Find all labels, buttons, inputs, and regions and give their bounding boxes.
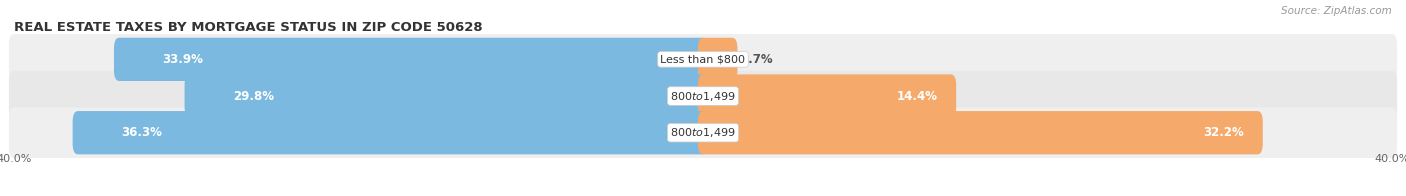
Text: 1.7%: 1.7% xyxy=(741,53,773,66)
Text: 29.8%: 29.8% xyxy=(233,90,274,103)
FancyBboxPatch shape xyxy=(73,111,709,154)
FancyBboxPatch shape xyxy=(8,107,1398,158)
Text: $800 to $1,499: $800 to $1,499 xyxy=(671,90,735,103)
FancyBboxPatch shape xyxy=(697,111,1263,154)
Text: 33.9%: 33.9% xyxy=(162,53,202,66)
Text: 36.3%: 36.3% xyxy=(121,126,162,139)
Text: Less than $800: Less than $800 xyxy=(661,54,745,64)
Text: Source: ZipAtlas.com: Source: ZipAtlas.com xyxy=(1281,6,1392,16)
Text: 32.2%: 32.2% xyxy=(1204,126,1244,139)
Text: $800 to $1,499: $800 to $1,499 xyxy=(671,126,735,139)
FancyBboxPatch shape xyxy=(697,74,956,118)
FancyBboxPatch shape xyxy=(8,34,1398,85)
FancyBboxPatch shape xyxy=(114,38,709,81)
Text: 14.4%: 14.4% xyxy=(896,90,938,103)
FancyBboxPatch shape xyxy=(8,71,1398,121)
Text: REAL ESTATE TAXES BY MORTGAGE STATUS IN ZIP CODE 50628: REAL ESTATE TAXES BY MORTGAGE STATUS IN … xyxy=(14,21,482,34)
FancyBboxPatch shape xyxy=(184,74,709,118)
FancyBboxPatch shape xyxy=(697,38,738,81)
